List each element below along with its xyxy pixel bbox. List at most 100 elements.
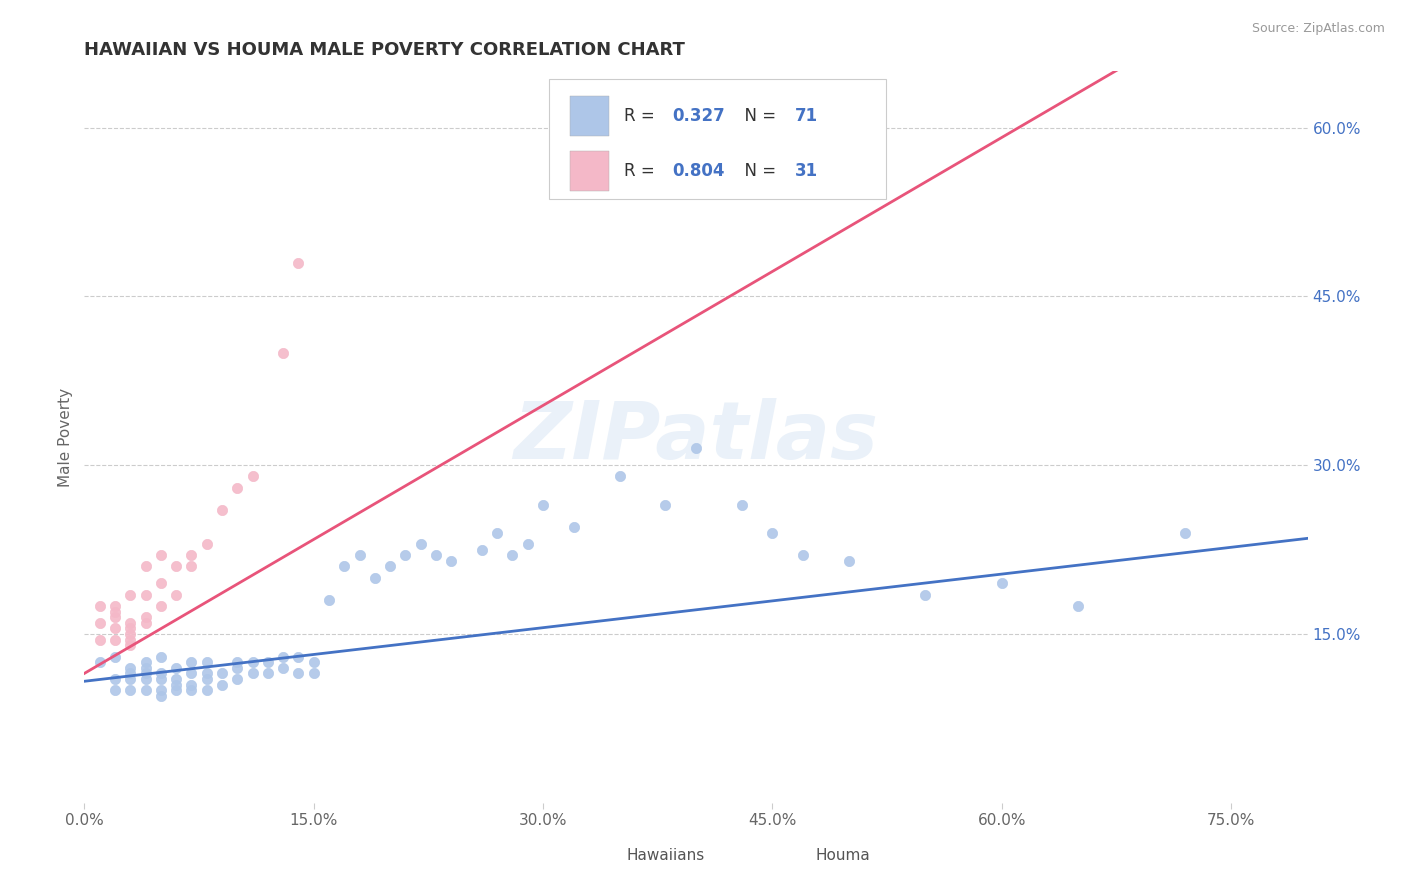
Text: Hawaiians: Hawaiians — [626, 848, 704, 863]
Point — [104, 621, 127, 635]
Point — [838, 554, 860, 568]
Point — [195, 537, 218, 551]
Point — [165, 661, 187, 675]
Text: HAWAIIAN VS HOUMA MALE POVERTY CORRELATION CHART: HAWAIIAN VS HOUMA MALE POVERTY CORRELATI… — [84, 41, 685, 59]
Point — [135, 559, 157, 574]
Text: 0.804: 0.804 — [672, 161, 725, 180]
Text: 71: 71 — [794, 107, 818, 126]
Point — [135, 666, 157, 681]
Point — [135, 683, 157, 698]
Point — [180, 666, 202, 681]
Point — [195, 666, 218, 681]
Point — [333, 559, 356, 574]
Point — [120, 588, 142, 602]
Text: Houma: Houma — [815, 848, 870, 863]
Point — [226, 661, 249, 675]
Point — [685, 442, 707, 456]
Text: 0.327: 0.327 — [672, 107, 725, 126]
Point — [211, 503, 233, 517]
Text: R =: R = — [624, 107, 659, 126]
Point — [149, 672, 172, 686]
Point — [991, 576, 1014, 591]
Point — [257, 666, 280, 681]
Text: R =: R = — [624, 161, 659, 180]
FancyBboxPatch shape — [569, 151, 609, 191]
Point — [165, 683, 187, 698]
Point — [120, 615, 142, 630]
Point — [471, 542, 494, 557]
Point — [211, 666, 233, 681]
Point — [120, 683, 142, 698]
Point — [242, 655, 264, 669]
Point — [120, 666, 142, 681]
Point — [180, 678, 202, 692]
Point — [1067, 599, 1090, 613]
Point — [287, 255, 309, 269]
Point — [89, 599, 111, 613]
Point — [104, 632, 127, 647]
Point — [364, 571, 387, 585]
Point — [211, 678, 233, 692]
Point — [425, 548, 447, 562]
Point — [135, 661, 157, 675]
Point — [149, 689, 172, 703]
Point — [120, 672, 142, 686]
Text: ZIPatlas: ZIPatlas — [513, 398, 879, 476]
Point — [135, 615, 157, 630]
Point — [149, 576, 172, 591]
Point — [440, 554, 463, 568]
Point — [180, 683, 202, 698]
Point — [165, 559, 187, 574]
Point — [731, 498, 754, 512]
Point — [89, 632, 111, 647]
Point — [120, 632, 142, 647]
Point — [149, 649, 172, 664]
Point — [516, 537, 538, 551]
Point — [318, 593, 340, 607]
Point — [394, 548, 416, 562]
Point — [502, 548, 524, 562]
Point — [226, 672, 249, 686]
Point — [242, 469, 264, 483]
Y-axis label: Male Poverty: Male Poverty — [58, 387, 73, 487]
Point — [562, 520, 585, 534]
Point — [531, 498, 554, 512]
Point — [486, 525, 509, 540]
Text: Source: ZipAtlas.com: Source: ZipAtlas.com — [1251, 22, 1385, 36]
Point — [120, 627, 142, 641]
Point — [149, 548, 172, 562]
Point — [271, 649, 294, 664]
Point — [226, 655, 249, 669]
Point — [165, 678, 187, 692]
Point — [104, 610, 127, 624]
Point — [165, 588, 187, 602]
Text: N =: N = — [734, 107, 782, 126]
Point — [149, 683, 172, 698]
Point — [271, 661, 294, 675]
Point — [180, 559, 202, 574]
Point — [149, 599, 172, 613]
Point — [135, 610, 157, 624]
Point — [89, 655, 111, 669]
Point — [104, 649, 127, 664]
FancyBboxPatch shape — [586, 842, 620, 869]
Point — [226, 481, 249, 495]
Point — [1174, 525, 1197, 540]
Text: N =: N = — [734, 161, 782, 180]
FancyBboxPatch shape — [776, 842, 810, 869]
Point — [135, 655, 157, 669]
Point — [149, 666, 172, 681]
Point — [792, 548, 814, 562]
Point — [302, 666, 325, 681]
Point — [89, 615, 111, 630]
Point — [271, 345, 294, 359]
Point — [761, 525, 783, 540]
Point — [380, 559, 402, 574]
Point — [180, 548, 202, 562]
Point — [349, 548, 371, 562]
Point — [302, 655, 325, 669]
Point — [135, 588, 157, 602]
Point — [195, 683, 218, 698]
Point — [165, 672, 187, 686]
Point — [287, 649, 309, 664]
